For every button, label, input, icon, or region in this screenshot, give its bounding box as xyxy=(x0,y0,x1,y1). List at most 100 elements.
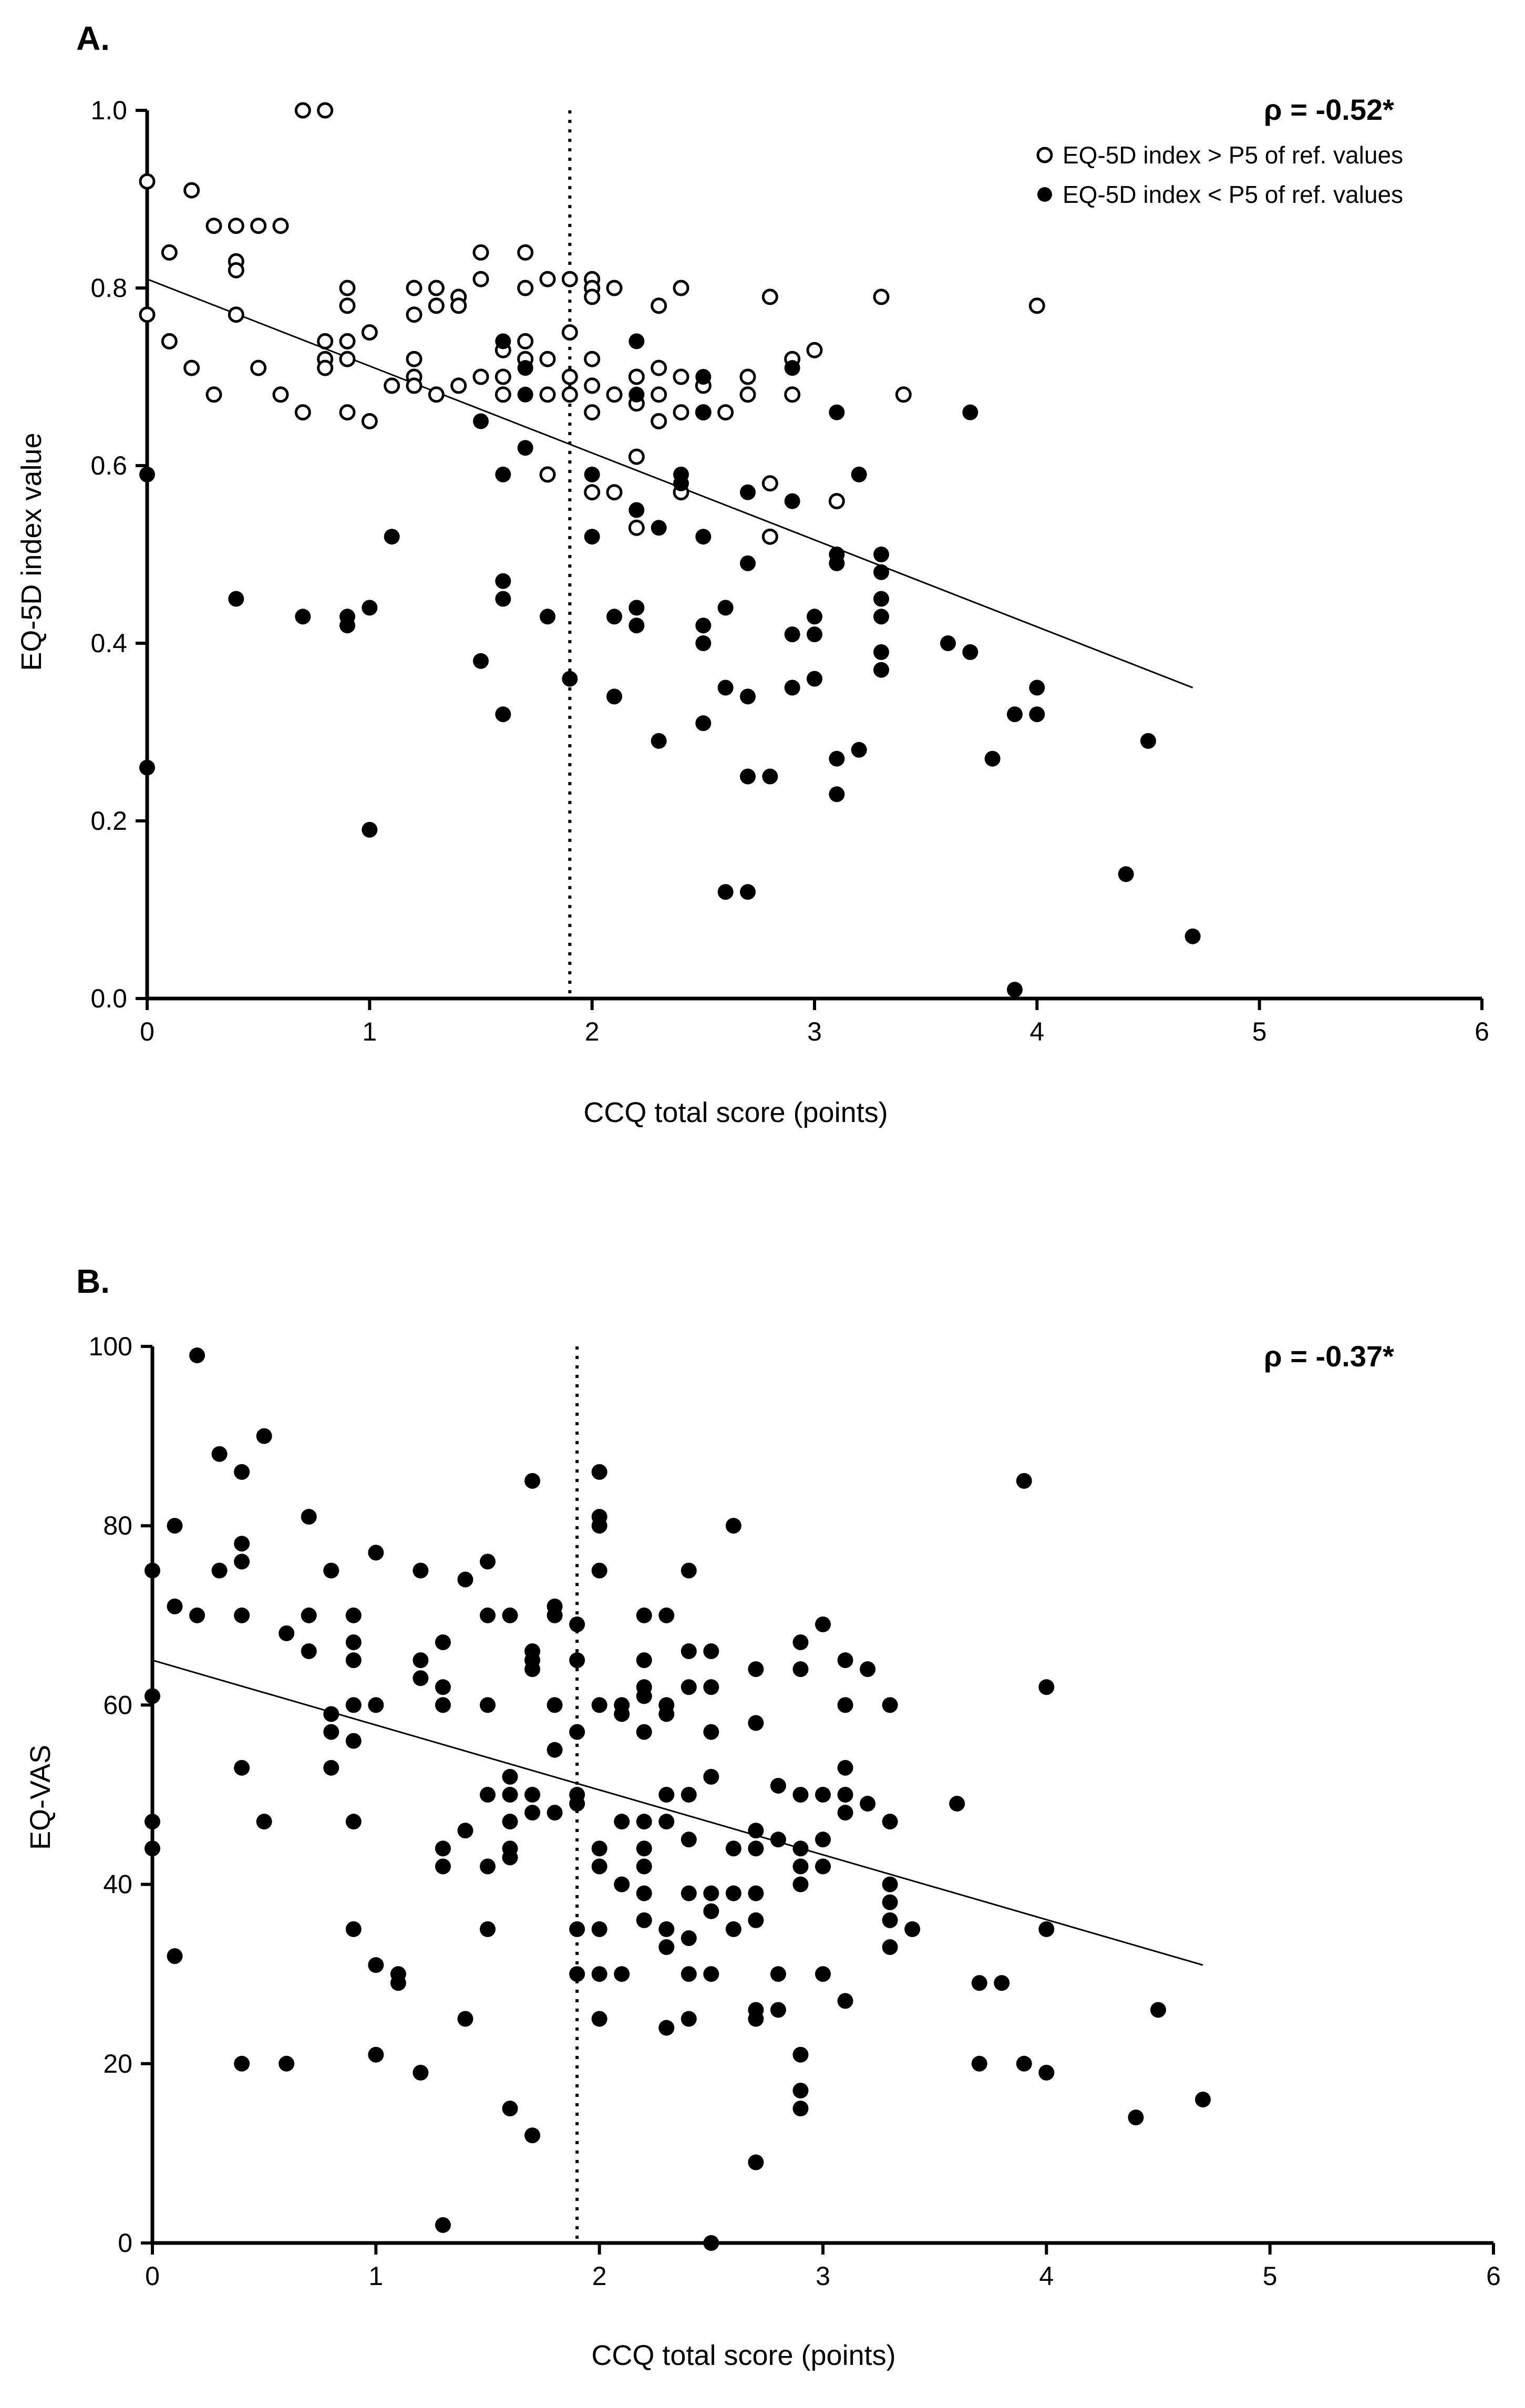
panel-a-open-point xyxy=(494,386,511,403)
panel-a-filled-point xyxy=(1118,866,1134,882)
panel-b-filled-point xyxy=(301,1643,317,1660)
panel-a-filled-point xyxy=(762,768,778,785)
panel-b-filled-point xyxy=(1038,1921,1055,1937)
panel-b-filled-point xyxy=(837,1759,853,1776)
panel-b-filled-point xyxy=(1038,1679,1055,1695)
panel-b-filled-point xyxy=(234,1536,250,1552)
panel-a-filled-point xyxy=(873,547,889,562)
panel-a-x-tick-label: 4 xyxy=(1029,1017,1044,1046)
panel-b-filled-point xyxy=(837,1652,853,1669)
panel-b-filled-point xyxy=(792,1876,809,1892)
panel-b-filled-point xyxy=(480,1697,496,1713)
panel-b-filled-point xyxy=(413,1652,429,1669)
panel-b-filled-point xyxy=(703,1885,719,1901)
panel-a-open-point xyxy=(161,244,178,261)
panel-b-y-tick-label: 60 xyxy=(103,1690,132,1720)
panel-b-filled-point xyxy=(681,1885,697,1901)
panel-a-open-point xyxy=(361,324,378,341)
panel-b-filled-point xyxy=(211,1446,228,1462)
panel-b-filled-point xyxy=(904,1921,921,1937)
panel-b-filled-point xyxy=(725,1840,741,1857)
panel-a-filled-point xyxy=(628,618,645,634)
panel-b-filled-point xyxy=(591,1858,607,1875)
panel-b-filled-point xyxy=(971,2055,987,2072)
panel-b-filled-point xyxy=(145,1688,160,1704)
panel-a-open-point xyxy=(228,262,244,279)
panel-a-y-axis-label: EQ-5D index value xyxy=(16,433,47,671)
panel-b-filled-point xyxy=(681,1562,697,1579)
panel-a-open-point xyxy=(673,368,689,385)
panel-b-filled-point xyxy=(636,1688,652,1704)
panel-b-filled-point xyxy=(234,2055,250,2072)
panel-b-filled-point xyxy=(703,1903,719,1919)
panel-a-open-point xyxy=(628,368,645,385)
panel-b-x-tick-label: 4 xyxy=(1039,2261,1054,2291)
panel-a-open-point xyxy=(339,333,356,349)
panel-a-legend: EQ-5D index > P5 of ref. values EQ-5D in… xyxy=(1036,141,1403,208)
panel-b-filled-point xyxy=(949,1796,965,1812)
panel-a-filled-point xyxy=(606,688,622,705)
panel-a-open-point xyxy=(561,324,578,341)
panel-b-filled-point xyxy=(882,1912,898,1928)
panel-b-filled-point xyxy=(1038,2064,1055,2081)
panel-b-y-tick-label: 40 xyxy=(103,1870,132,1899)
panel-b-filled-point xyxy=(345,1652,362,1669)
panel-a-open-point xyxy=(228,218,244,234)
panel-a-filled-point xyxy=(873,644,889,660)
panel-a-filled-point xyxy=(517,440,533,456)
panel-b-filled-point xyxy=(882,1876,898,1892)
panel-a-open-point xyxy=(651,359,667,376)
panel-a-open-point xyxy=(494,368,511,385)
panel-a-open-point xyxy=(406,351,423,367)
panel-a-filled-point xyxy=(962,644,978,660)
panel-b-filled-point xyxy=(815,1966,831,1982)
panel-a-open-point xyxy=(873,289,890,305)
panel-b-filled-point xyxy=(882,1939,898,1956)
panel-b-filled-point xyxy=(480,1607,496,1623)
panel-a-filled-point xyxy=(740,768,756,785)
panel-a-open-point xyxy=(761,289,778,305)
panel-b-filled-point xyxy=(658,2020,675,2036)
legend-label-above-p5: EQ-5D index > P5 of ref. values xyxy=(1063,141,1403,169)
panel-a-filled-point xyxy=(628,386,645,403)
panel-b-filled-point xyxy=(480,1787,496,1803)
panel-a-open-point xyxy=(584,484,601,501)
panel-a-open-point xyxy=(139,306,156,323)
panel-b-filled-point xyxy=(770,2002,786,2018)
panel-a-filled-point xyxy=(695,618,712,634)
panel-b-x-tick-label: 3 xyxy=(816,2261,830,2291)
panel-a-y-tick-label: 0.2 xyxy=(90,806,127,836)
panel-a-open-point xyxy=(183,359,200,376)
panel-a-open-point xyxy=(339,297,356,314)
panel-a-filled-point xyxy=(651,733,667,749)
panel-b-filled-point xyxy=(837,1787,853,1803)
panel-a-y-tick-label: 0.4 xyxy=(90,629,127,658)
panel-a-open-point xyxy=(539,351,556,367)
panel-b-filled-point xyxy=(345,1634,362,1650)
panel-b-filled-point xyxy=(748,1840,764,1857)
panel-a-filled-point xyxy=(139,466,155,482)
panel-a-filled-point xyxy=(473,653,489,669)
panel-a-open-point xyxy=(250,359,267,376)
panel-b-filled-point xyxy=(480,1553,496,1570)
panel-b-filled-point xyxy=(524,1473,541,1489)
panel-b-filled-point xyxy=(837,1993,853,2009)
panel-b-filled-point xyxy=(815,1831,831,1848)
panel-a-filled-point xyxy=(740,688,756,705)
panel-b-filled-point xyxy=(457,1571,473,1588)
panel-b-filled-point xyxy=(345,1697,362,1713)
panel-b-filled-point xyxy=(636,1724,652,1740)
panel-a-filled-point xyxy=(873,591,889,607)
panel-b-filled-point xyxy=(234,1607,250,1623)
panel-a-open-point xyxy=(428,280,445,296)
panel-a-open-point xyxy=(450,377,467,394)
panel-b-filled-point xyxy=(167,1948,183,1964)
panel-b-correlation-annotation: ρ = -0.37* xyxy=(1264,1340,1394,1373)
panel-b-filled-point xyxy=(524,1787,541,1803)
panel-b-filled-point xyxy=(368,1545,384,1561)
panel-a-x-tick-label: 1 xyxy=(362,1017,377,1046)
panel-a-filled-point xyxy=(829,786,845,802)
panel-b-filled-point xyxy=(882,1894,898,1910)
panel-a-open-point xyxy=(317,359,334,376)
panel-b-filled-point xyxy=(390,1975,406,1991)
